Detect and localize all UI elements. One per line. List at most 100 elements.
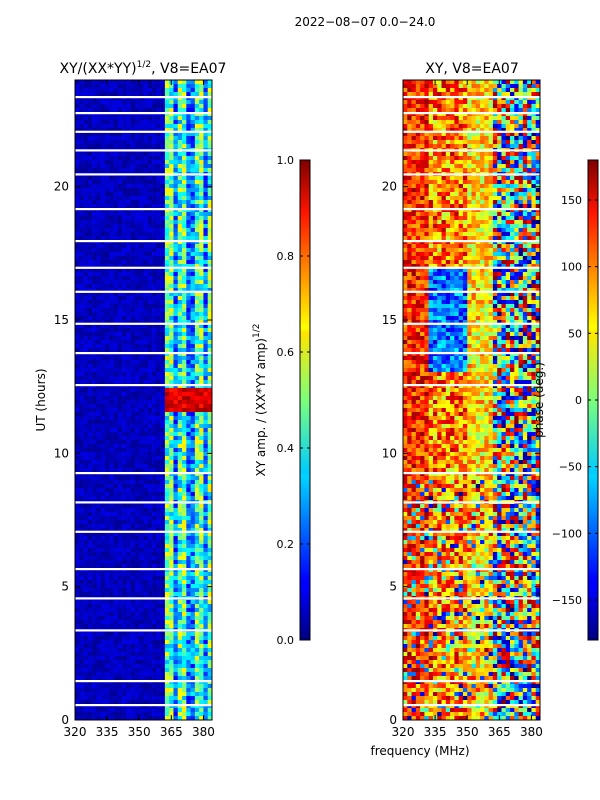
- heatmap-cell: [126, 192, 131, 197]
- heatmap-cell: [134, 204, 140, 209]
- heatmap-cell: [203, 420, 209, 425]
- heatmap-cell: [156, 400, 161, 405]
- heatmap-cell: [83, 160, 89, 165]
- heatmap-cell: [122, 604, 127, 609]
- heatmap-cell: [186, 396, 191, 401]
- heatmap-cell: [109, 608, 114, 613]
- heatmap-cell: [113, 672, 119, 677]
- heatmap-cell: [117, 88, 123, 93]
- heatmap-cell: [177, 304, 183, 309]
- heatmap-cell: [75, 88, 80, 93]
- heatmap-cell: [143, 100, 149, 105]
- heatmap-cell: [177, 464, 183, 469]
- heatmap-cell: [177, 420, 183, 425]
- heatmap-cell: [130, 532, 136, 537]
- heatmap-cell: [113, 448, 119, 453]
- heatmap-cell: [186, 120, 191, 125]
- heatmap-cell: [143, 688, 149, 693]
- heatmap-cell: [104, 416, 110, 421]
- heatmap-cell: [173, 296, 179, 301]
- heatmap-cell: [87, 236, 93, 241]
- heatmap-cell: [199, 288, 204, 293]
- heatmap-cell: [177, 564, 183, 569]
- heatmap-cell: [130, 304, 136, 309]
- heatmap-cell: [203, 432, 209, 437]
- heatmap-cell: [117, 328, 123, 333]
- heatmap-cell: [109, 144, 114, 149]
- heatmap-cell: [83, 188, 89, 193]
- heatmap-cell: [199, 188, 204, 193]
- heatmap-cell: [122, 268, 127, 273]
- heatmap-cell: [152, 584, 157, 589]
- heatmap-cell: [139, 300, 144, 305]
- heatmap-cell: [156, 224, 161, 229]
- heatmap-cell: [207, 164, 213, 169]
- heatmap-cell: [152, 344, 157, 349]
- heatmap-cell: [96, 584, 101, 589]
- heatmap-cell: [79, 88, 84, 93]
- heatmap-cell: [207, 552, 213, 557]
- heatmap-cell: [75, 584, 80, 589]
- heatmap-cell: [182, 356, 187, 361]
- heatmap-cell: [113, 616, 119, 621]
- heatmap-cell: [87, 488, 93, 493]
- heatmap-cell: [169, 216, 174, 221]
- heatmap-cell: [79, 540, 84, 545]
- heatmap-cell: [92, 532, 97, 537]
- heatmap-cell: [164, 656, 170, 661]
- heatmap-cell: [143, 204, 149, 209]
- heatmap-cell: [164, 700, 170, 705]
- heatmap-cell: [130, 124, 136, 129]
- heatmap-cell: [113, 420, 119, 425]
- heatmap-cell: [75, 436, 80, 441]
- heatmap-cell: [173, 540, 179, 545]
- heatmap-cell: [87, 340, 93, 345]
- heatmap-cell: [113, 700, 119, 705]
- heatmap-cell: [203, 364, 209, 369]
- heatmap-cell: [143, 316, 149, 321]
- heatmap-cell: [92, 264, 97, 269]
- heatmap-cell: [203, 532, 209, 537]
- heatmap-cell: [207, 648, 213, 653]
- heatmap-cell: [173, 388, 179, 393]
- heatmap-cell: [182, 660, 187, 665]
- heatmap-cell: [203, 476, 209, 481]
- heatmap-cell: [122, 124, 127, 129]
- heatmap-cell: [173, 504, 179, 509]
- heatmap-cell: [79, 140, 84, 145]
- heatmap-cell: [92, 124, 97, 129]
- heatmap-cell: [173, 684, 179, 689]
- heatmap-cell: [186, 688, 191, 693]
- heatmap-cell: [177, 644, 183, 649]
- heatmap-cell: [190, 284, 196, 289]
- heatmap-cell: [113, 268, 119, 273]
- heatmap-cell: [143, 668, 149, 673]
- heatmap-cell: [182, 396, 187, 401]
- heatmap-cell: [134, 332, 140, 337]
- heatmap-cell: [186, 448, 191, 453]
- heatmap-cell: [113, 108, 119, 113]
- heatmap-cell: [139, 584, 144, 589]
- heatmap-cell: [199, 92, 204, 97]
- heatmap-cell: [75, 264, 80, 269]
- heatmap-cell: [177, 100, 183, 105]
- heatmap-cell: [134, 560, 140, 565]
- heatmap-cell: [147, 692, 153, 697]
- heatmap-cell: [143, 504, 149, 509]
- heatmap-cell: [169, 320, 174, 325]
- heatmap-cell: [139, 332, 144, 337]
- heatmap-cell: [173, 664, 179, 669]
- heatmap-cell: [113, 156, 119, 161]
- heatmap-cell: [156, 252, 161, 257]
- heatmap-cell: [79, 416, 84, 421]
- heatmap-cell: [156, 184, 161, 189]
- heatmap-cell: [92, 468, 97, 473]
- heatmap-cell: [147, 204, 153, 209]
- heatmap-cell: [134, 132, 140, 137]
- heatmap-cell: [194, 124, 200, 129]
- heatmap-cell: [83, 548, 89, 553]
- heatmap-cell: [177, 432, 183, 437]
- heatmap-cell: [177, 496, 183, 501]
- heatmap-cell: [143, 388, 149, 393]
- heatmap-cell: [177, 700, 183, 705]
